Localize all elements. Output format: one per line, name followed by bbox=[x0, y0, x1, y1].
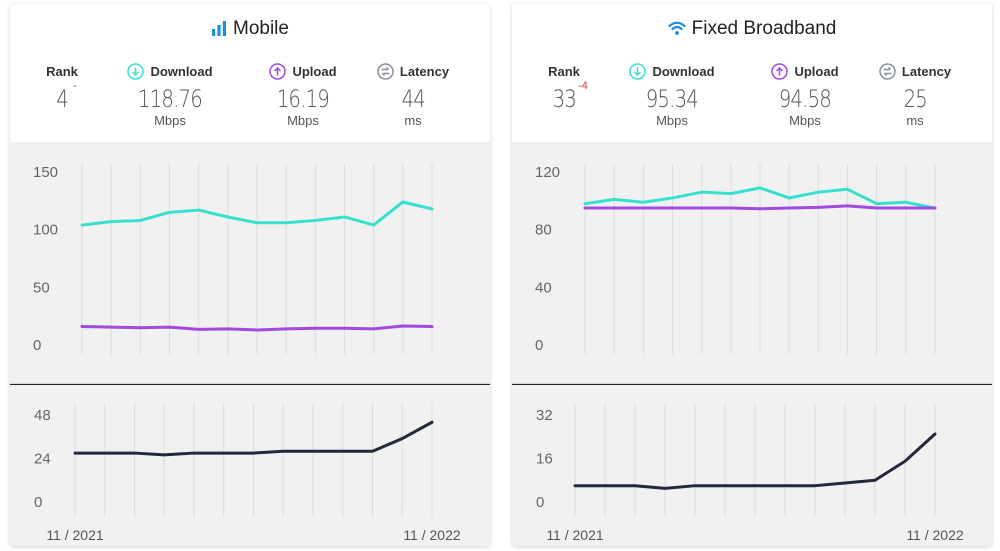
mobile-metrics: Rank 4 - Download 118.76 Mbps Upload 16.… bbox=[10, 62, 490, 142]
fixed-rank: Rank 33 -4 bbox=[512, 62, 624, 116]
upload-icon bbox=[269, 63, 287, 80]
fixed-speed-y-tick-label: 0 bbox=[535, 337, 543, 354]
fixed-download: Download 95.34 Mbps bbox=[612, 62, 732, 128]
rank-label: Rank bbox=[548, 64, 580, 79]
mobile-speed-y-tick-label: 50 bbox=[33, 279, 50, 296]
fixed-upload: Upload 94.58 Mbps bbox=[745, 62, 865, 128]
fixed-speed-y-tick-label: 40 bbox=[535, 279, 552, 296]
mobile-download: Download 118.76 Mbps bbox=[110, 62, 230, 128]
mobile-speed-y-tick-label: 150 bbox=[33, 164, 58, 181]
download-icon bbox=[629, 63, 647, 80]
mobile-rank-y-tick-label: 48 bbox=[34, 407, 51, 424]
download-label: Download bbox=[652, 64, 715, 79]
mobile-upload: Upload 16.19 Mbps bbox=[243, 62, 363, 128]
upload-unit: Mbps bbox=[789, 113, 821, 128]
mobile-rank-x-tick-label: 11 / 2022 bbox=[403, 527, 461, 543]
download-unit: Mbps bbox=[656, 113, 688, 128]
fixed-speed-series-line-0 bbox=[583, 186, 937, 210]
download-value: 118.76 bbox=[138, 85, 203, 113]
latency-value: 25 bbox=[903, 85, 927, 113]
fixed-speed-chart: 0 40 80 120 bbox=[512, 164, 992, 385]
latency-label: Latency bbox=[399, 64, 450, 79]
mobile-card: Mobile Rank 4 - Download 118.76 Mbps Upl… bbox=[10, 4, 490, 546]
wifi-icon bbox=[668, 21, 686, 35]
download-value: 95.34 bbox=[645, 85, 699, 113]
fixed-rank-y-tick-label: 0 bbox=[536, 494, 544, 511]
fixed-rank-x-tick-label: 11 / 2022 bbox=[906, 527, 964, 543]
fixed-rank-y-tick-label: 16 bbox=[536, 451, 553, 468]
latency-unit: ms bbox=[404, 113, 422, 128]
upload-label: Upload bbox=[794, 64, 839, 79]
mobile-title-text: Mobile bbox=[233, 18, 289, 39]
fixed-rank-y-tick-label: 32 bbox=[536, 407, 553, 424]
fixed-latency: Latency 25 ms bbox=[855, 62, 975, 128]
rank-label: Rank bbox=[46, 64, 78, 79]
download-unit: Mbps bbox=[154, 113, 186, 128]
fixed-card-header: Fixed Broadband Rank 33 -4 Download 95.3… bbox=[512, 4, 992, 142]
latency-unit: ms bbox=[906, 113, 924, 128]
fixed-speed-y-tick-label: 120 bbox=[535, 164, 560, 181]
fixed-speed-series-line-1 bbox=[583, 204, 937, 211]
rank-change: -4 bbox=[578, 80, 588, 92]
mobile-speed-series-line-1 bbox=[80, 324, 434, 332]
mobile-rank: Rank 4 - bbox=[10, 62, 122, 116]
fixed-metrics: Rank 33 -4 Download 95.34 Mbps Upload 94… bbox=[512, 62, 992, 142]
fixed-rank-series-line-0 bbox=[573, 432, 937, 490]
upload-value: 94.58 bbox=[778, 85, 832, 113]
mobile-card-header: Mobile Rank 4 - Download 118.76 Mbps Upl… bbox=[10, 4, 490, 142]
latency-icon bbox=[879, 63, 896, 80]
mobile-rank-series-line-0 bbox=[73, 420, 434, 457]
latency-label: Latency bbox=[901, 64, 952, 79]
download-icon bbox=[127, 63, 145, 80]
rank-value: 33 bbox=[552, 85, 576, 113]
mobile-rank-x-tick-label: 11 / 2021 bbox=[46, 527, 104, 543]
latency-value: 44 bbox=[401, 85, 425, 113]
mobile-speed-chart: 0 50 100 150 bbox=[10, 164, 490, 385]
fixed-broadband-card: Fixed Broadband Rank 33 -4 Download 95.3… bbox=[512, 4, 992, 546]
fixed-rank-x-tick-label: 11 / 2021 bbox=[546, 527, 604, 543]
mobile-speed-series-line-0 bbox=[80, 200, 434, 227]
mobile-rank-y-tick-label: 0 bbox=[34, 494, 42, 511]
signal-bars-icon bbox=[212, 21, 226, 36]
fixed-rank-chart: 0 16 32 11 / 2021 11 / 2022 bbox=[536, 403, 964, 543]
fixed-title: Fixed Broadband bbox=[512, 18, 992, 40]
mobile-latency: Latency 44 ms bbox=[353, 62, 473, 128]
latency-icon bbox=[377, 63, 394, 80]
upload-unit: Mbps bbox=[287, 113, 319, 128]
fixed-speed-y-tick-label: 80 bbox=[535, 222, 552, 239]
mobile-rank-chart: 0 24 48 11 / 2021 11 / 2022 bbox=[34, 403, 461, 543]
upload-label: Upload bbox=[292, 64, 337, 79]
mobile-title: Mobile bbox=[10, 18, 490, 40]
mobile-chart-area: 0 50 100 150 0 24 48 11 / 2021 11 / 2022 bbox=[10, 142, 490, 546]
fixed-title-text: Fixed Broadband bbox=[691, 18, 837, 39]
mobile-speed-y-tick-label: 0 bbox=[33, 337, 41, 354]
fixed-chart-area: 0 40 80 120 0 16 32 11 / 2021 11 / 2022 bbox=[512, 142, 992, 546]
rank-change: - bbox=[73, 80, 77, 92]
download-label: Download bbox=[150, 64, 213, 79]
upload-value: 16.19 bbox=[276, 85, 330, 113]
upload-icon bbox=[771, 63, 789, 80]
mobile-speed-y-tick-label: 100 bbox=[33, 222, 58, 239]
rank-value: 4 bbox=[56, 85, 69, 113]
mobile-rank-y-tick-label: 24 bbox=[34, 451, 51, 468]
